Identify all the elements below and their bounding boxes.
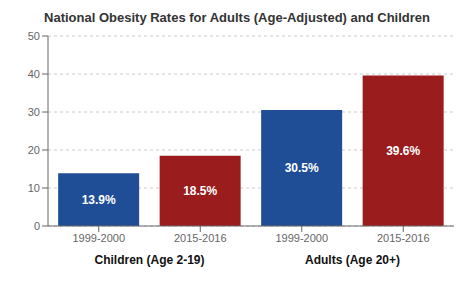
svg-text:20: 20 <box>28 144 40 156</box>
svg-text:13.9%: 13.9% <box>82 193 116 207</box>
svg-text:30: 30 <box>28 106 40 118</box>
html-text:Adults (Age 20+): Adults (Age 20+) <box>305 253 400 267</box>
svg-text:2015-2016: 2015-2016 <box>174 232 227 244</box>
svg-text:50: 50 <box>28 30 40 42</box>
html-text:National Obesity Rates for Adu: National Obesity Rates for Adults (Age-A… <box>44 10 430 25</box>
svg-text:18.5%: 18.5% <box>183 184 217 198</box>
svg-text:30.5%: 30.5% <box>285 161 319 175</box>
svg-text:10: 10 <box>28 182 40 194</box>
svg-text:0: 0 <box>34 220 40 232</box>
svg-text:1999-2000: 1999-2000 <box>72 232 125 244</box>
svg-text:39.6%: 39.6% <box>386 144 420 158</box>
svg-text:40: 40 <box>28 68 40 80</box>
svg-text:2015-2016: 2015-2016 <box>377 232 430 244</box>
svg-text:1999-2000: 1999-2000 <box>275 232 328 244</box>
html-text:Children (Age 2-19): Children (Age 2-19) <box>94 253 205 267</box>
